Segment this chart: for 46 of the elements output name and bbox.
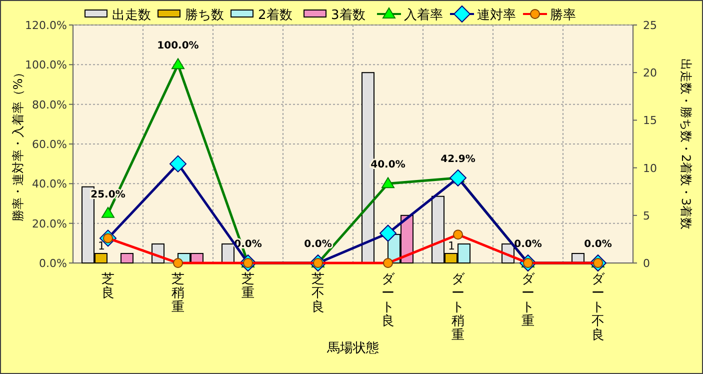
y2-tick-label: 25 <box>643 19 657 32</box>
data-label: 42.9% <box>440 154 476 165</box>
y2-tick-label: 20 <box>643 66 657 80</box>
y-tick-label: 80.0% <box>32 98 67 112</box>
data-label: 1 <box>448 239 455 252</box>
bar <box>120 252 134 264</box>
y2-tick-label: 15 <box>643 114 657 128</box>
x-tick-label: 芝不良 <box>312 272 324 315</box>
y-tick-label: 40.0% <box>32 178 67 191</box>
y2-tick-label: 10 <box>643 162 657 175</box>
x-tick-label: ダート重 <box>522 272 536 329</box>
legend-label: 連対率 <box>477 7 516 23</box>
y-tick-label: 0.0% <box>39 257 67 270</box>
y2-axis-title: 出走数・勝ち数・2着数・3着数 <box>679 58 693 230</box>
point <box>102 206 114 218</box>
data-label: 0.0% <box>584 239 612 250</box>
legend-label: 3着数 <box>331 7 366 23</box>
bar <box>222 243 234 264</box>
y-tick-label: 60.0% <box>32 138 67 151</box>
point <box>172 58 184 70</box>
point <box>170 155 186 172</box>
point <box>450 169 466 186</box>
x-tick-label: 芝重 <box>242 272 254 301</box>
point <box>382 177 394 188</box>
legend-label: 勝ち数 <box>185 8 224 23</box>
x-tick-label: ダート稍重 <box>452 272 466 343</box>
data-label: 1 <box>98 239 105 252</box>
x-tick-label: ダート不良 <box>592 272 606 343</box>
y-tick-label: 100.0% <box>25 58 67 72</box>
data-label: 0.0% <box>514 239 542 250</box>
y-axis-title: 勝率・連対率・入着率（%） <box>11 66 25 222</box>
y2-tick-label: 0 <box>643 257 650 270</box>
legend-label: 勝率 <box>550 7 576 23</box>
legend-label: 2着数 <box>258 7 292 23</box>
x-tick-label: 芝良 <box>102 272 114 301</box>
point <box>380 224 396 242</box>
y-tick-label: 20.0% <box>32 217 67 230</box>
data-label: 100.0% <box>157 40 199 52</box>
x-tick-label: 芝稍重 <box>172 272 184 315</box>
x-axis-title: 馬場状態 <box>326 341 379 356</box>
legend-label: 出走数 <box>112 8 151 23</box>
y-tick-label: 120.0% <box>25 19 67 32</box>
x-tick-label: ダート良 <box>382 272 396 329</box>
y2-tick-label: 5 <box>643 209 650 222</box>
legend-label: 入着率 <box>404 7 443 23</box>
data-label: 0.0% <box>304 239 332 250</box>
